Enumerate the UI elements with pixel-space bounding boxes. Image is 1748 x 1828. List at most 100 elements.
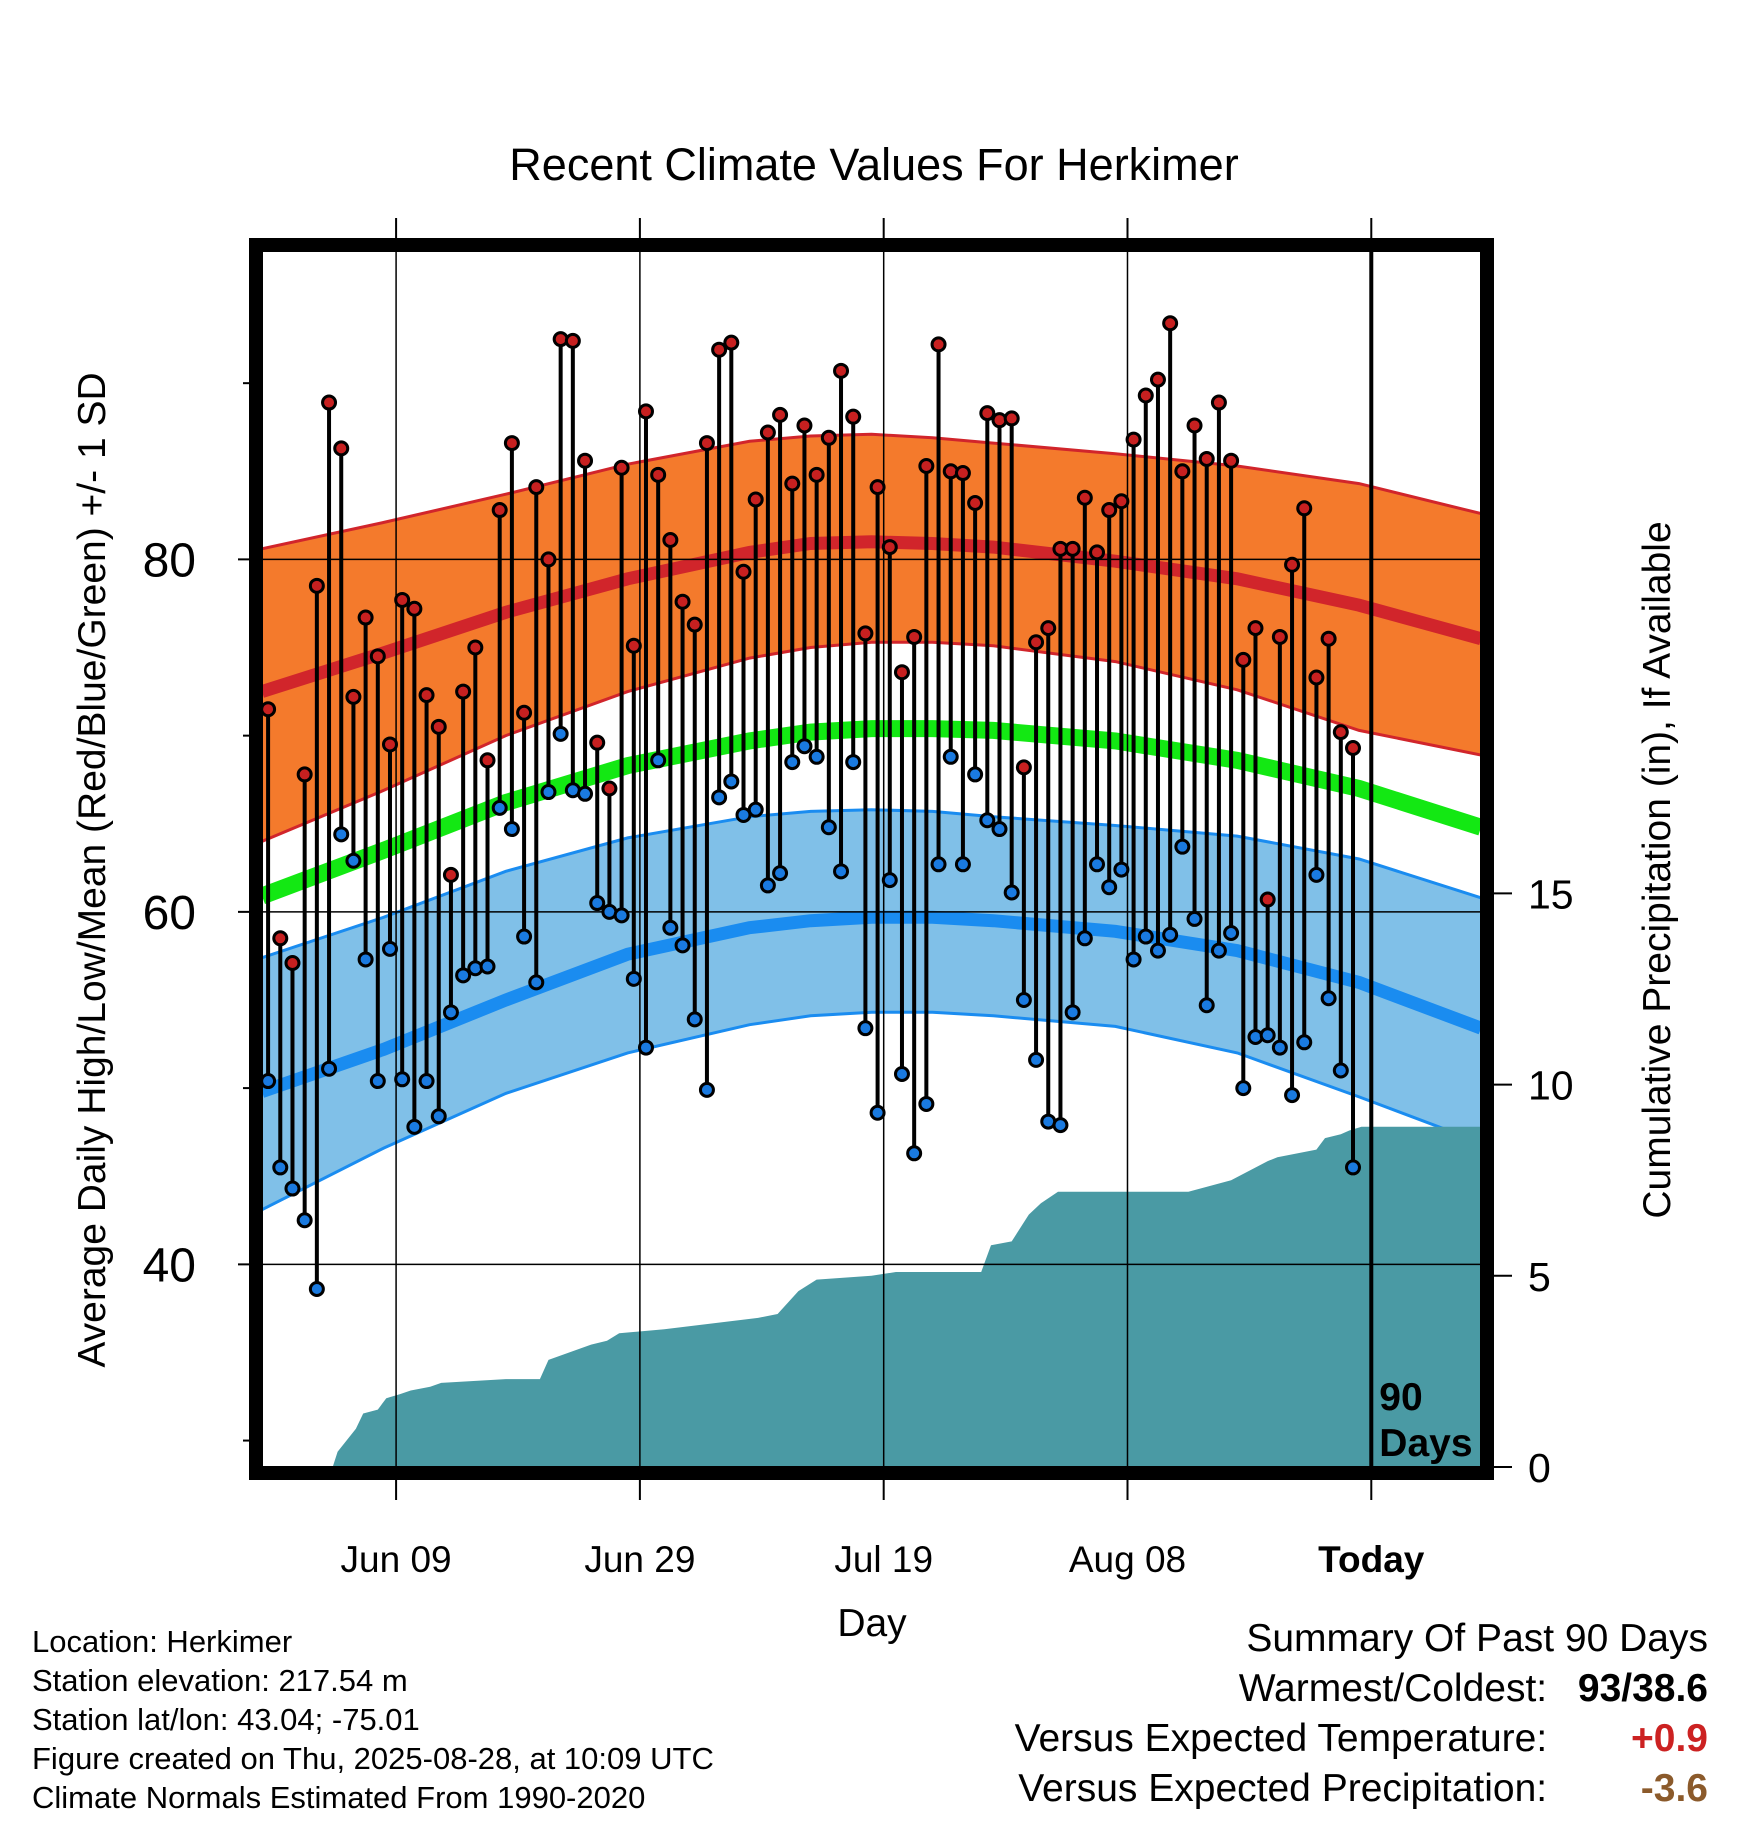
daily-low-point — [1137, 928, 1154, 945]
daily-low-point — [967, 766, 984, 783]
daily-high-point — [262, 701, 277, 718]
daily-low-point — [272, 1159, 289, 1176]
daily-low-point — [820, 819, 837, 836]
daily-high-point — [820, 429, 837, 446]
daily-high-point — [637, 403, 654, 420]
daily-high-point — [1101, 502, 1118, 519]
y-axis-label: Average Daily High/Low/Mean (Red/Blue/Gr… — [71, 372, 114, 1367]
daily-low-point — [1345, 1159, 1362, 1176]
daily-low-point — [357, 951, 374, 968]
daily-low-point — [784, 754, 801, 771]
daily-low-point — [418, 1073, 435, 1090]
daily-high-point — [308, 577, 325, 594]
daily-high-point — [491, 502, 508, 519]
station-info: Location: Herkimer Station elevation: 21… — [32, 1622, 714, 1817]
daily-high-point — [1064, 540, 1081, 557]
daily-high-point — [857, 625, 874, 642]
daily-high-point — [1113, 493, 1130, 510]
daily-low-point — [1064, 1004, 1081, 1021]
daily-high-point — [1332, 724, 1349, 741]
daily-low-point — [284, 1180, 301, 1197]
daily-high-point — [1259, 891, 1276, 908]
daily-low-point — [881, 872, 898, 889]
x-axis-label: Day — [837, 1602, 907, 1645]
daily-high-point — [1028, 634, 1045, 651]
precip-value: -3.6 — [1640, 1767, 1708, 1810]
daily-low-point — [686, 1011, 703, 1028]
daily-high-point — [1015, 759, 1032, 776]
daily-low-point — [747, 801, 764, 818]
daily-low-point — [796, 738, 813, 755]
daily-high-point — [698, 435, 715, 452]
daily-high-point — [759, 424, 776, 441]
daily-low-point — [723, 773, 740, 790]
daily-low-point — [759, 877, 776, 894]
precip-label: Versus Expected Precipitation: — [1018, 1767, 1548, 1810]
daily-high-point — [808, 466, 825, 483]
daily-low-point — [1271, 1039, 1288, 1056]
daily-high-point — [564, 332, 581, 349]
daily-high-point — [272, 930, 289, 947]
daily-low-point — [1101, 879, 1118, 896]
daily-low-point — [1296, 1034, 1313, 1051]
x-tick-label: Jul 19 — [834, 1539, 933, 1580]
daily-low-point — [711, 789, 728, 806]
low-normal-upper-edge — [262, 808, 1481, 960]
daily-low-point — [674, 937, 691, 954]
high-normal-lower-edge — [262, 640, 1481, 843]
daily-high-point — [1174, 463, 1191, 480]
daily-low-point — [1223, 925, 1240, 942]
x-tick-label: Jun 29 — [584, 1539, 695, 1580]
daily-high-point — [881, 539, 898, 556]
daily-low-point — [589, 895, 606, 912]
daily-low-point — [1284, 1087, 1301, 1104]
daily-high-point — [455, 683, 472, 700]
daily-high-point — [345, 688, 362, 705]
daily-high-point — [1308, 669, 1325, 686]
daily-low-point — [1332, 1062, 1349, 1079]
daily-high-point — [284, 954, 301, 971]
temp-value: +0.9 — [1631, 1717, 1708, 1760]
daily-high-point — [296, 766, 313, 783]
y2-tick-label: 0 — [1528, 1445, 1551, 1491]
daily-low-point — [845, 754, 862, 771]
daily-low-point — [528, 974, 545, 991]
daily-high-point — [772, 406, 789, 423]
daily-high-point — [467, 639, 484, 656]
daily-high-point — [1186, 417, 1203, 434]
daily-low-point — [991, 821, 1008, 838]
daily-low-point — [906, 1145, 923, 1162]
daily-high-point — [979, 405, 996, 422]
x-tick-label: Jun 09 — [341, 1539, 452, 1580]
warmest-label: Warmest/Coldest: — [1238, 1667, 1548, 1710]
daily-low-point — [1052, 1117, 1069, 1134]
daily-low-point — [930, 856, 947, 873]
daily-high-point — [333, 440, 350, 457]
daily-low-point — [1259, 1027, 1276, 1044]
y2-tick-label: 10 — [1528, 1063, 1574, 1109]
daily-low-point — [394, 1071, 411, 1088]
daily-high-point — [1198, 450, 1215, 467]
daily-high-point — [954, 465, 971, 482]
y2-tick-label: 15 — [1528, 871, 1574, 917]
daily-low-point — [1162, 926, 1179, 943]
daily-low-point — [552, 725, 569, 742]
daily-low-point — [869, 1104, 886, 1121]
daily-low-point — [650, 752, 667, 769]
daily-low-point — [918, 1095, 935, 1112]
daily-low-point — [1003, 884, 1020, 901]
daily-high-point — [1210, 394, 1227, 411]
daily-high-point — [479, 752, 496, 769]
daily-high-point — [662, 532, 679, 549]
daily-low-point — [857, 1020, 874, 1037]
daily-low-point — [430, 1108, 447, 1125]
low-normal-lower-edge — [262, 1010, 1481, 1212]
high-mean-line — [262, 535, 1481, 698]
daily-high-point — [540, 551, 557, 568]
created-text: Figure created on Thu, 2025-08-28, at 10… — [32, 1741, 714, 1776]
daily-low-point — [942, 748, 959, 765]
daily-low-point — [455, 967, 472, 984]
